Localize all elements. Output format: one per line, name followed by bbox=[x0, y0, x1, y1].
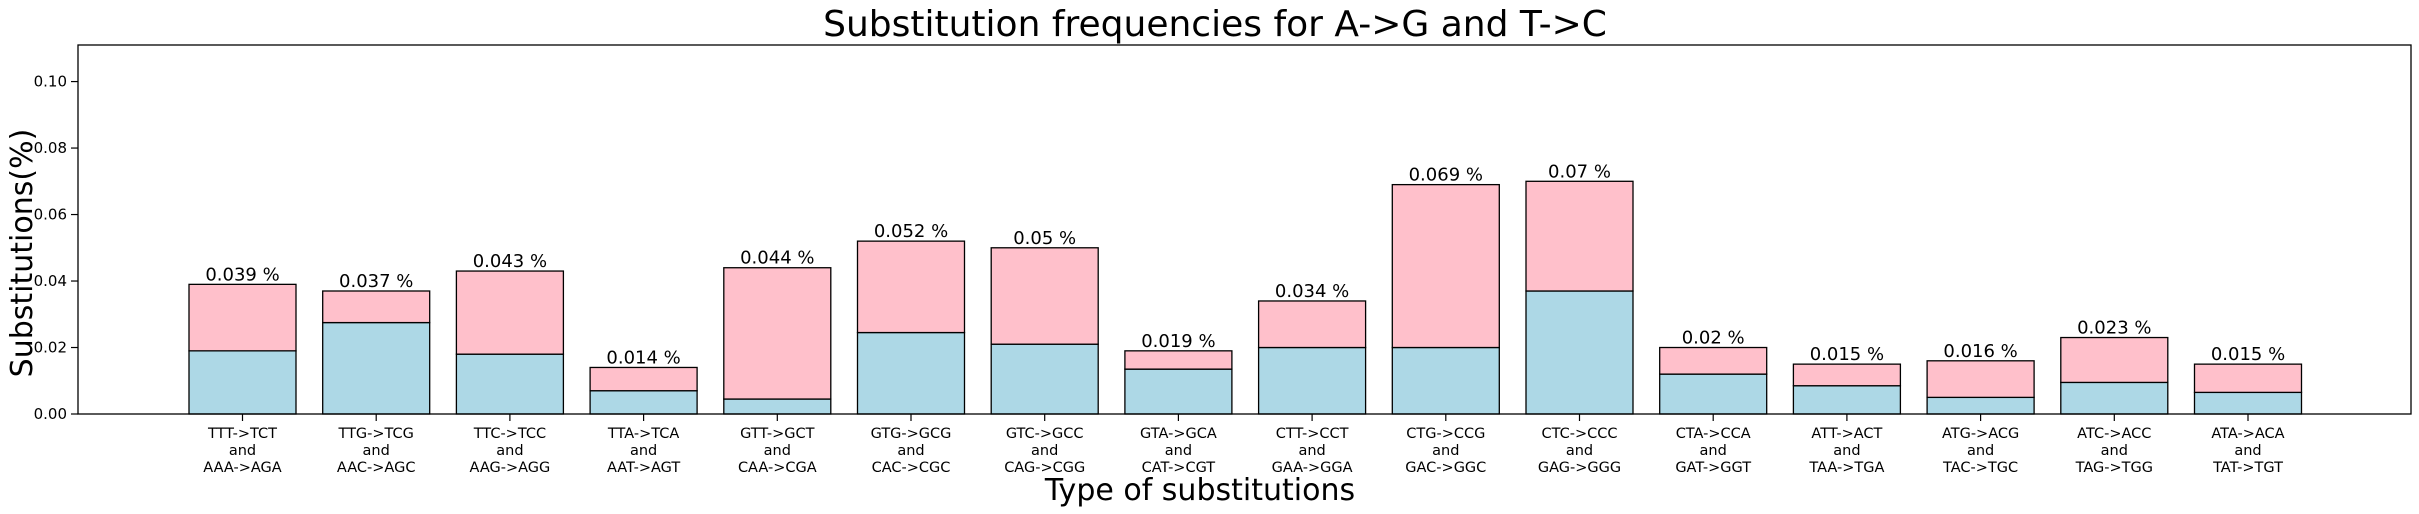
x-tick-label: TTT->TCT and AAA->AGA bbox=[203, 426, 282, 476]
bar-segment-upper bbox=[1525, 180, 1634, 292]
plot-frame bbox=[77, 44, 2412, 415]
x-tick-label: ATC->ACC and TAG->TGG bbox=[2075, 426, 2153, 476]
bar-segment-lower bbox=[1391, 346, 1500, 415]
x-tick-label: CTA->CCA and GAT->GGT bbox=[1675, 426, 1751, 476]
x-tick-label: ATA->ACA and TAT->TGT bbox=[2211, 426, 2284, 476]
y-tick-label: 0.06 bbox=[34, 206, 67, 224]
bar-segment-lower bbox=[455, 353, 565, 415]
bar-segment-lower bbox=[1124, 368, 1233, 415]
bar-segment-lower bbox=[1257, 346, 1367, 415]
bar-segment-upper bbox=[2193, 363, 2303, 394]
bar-total-label: 0.015 % bbox=[1810, 344, 1884, 365]
bar-segment-lower bbox=[1525, 290, 1634, 415]
bar-segment-upper bbox=[188, 283, 297, 352]
bar-segment-lower bbox=[188, 350, 297, 415]
x-tick-label: TTC->TCC and AAG->AGG bbox=[470, 426, 551, 476]
bar-total-label: 0.034 % bbox=[1275, 281, 1349, 302]
bar-segment-lower bbox=[990, 343, 1099, 415]
y-tick-label: 0.00 bbox=[34, 405, 67, 423]
bar-segment-upper bbox=[723, 267, 832, 400]
bar-segment-upper bbox=[455, 270, 565, 355]
bar-total-label: 0.052 % bbox=[874, 221, 948, 242]
bar-segment-lower bbox=[1792, 385, 1902, 415]
bar-segment-upper bbox=[990, 247, 1099, 345]
bar-segment-lower bbox=[589, 390, 698, 415]
bar-total-label: 0.05 % bbox=[1013, 228, 1076, 249]
y-tick-label: 0.04 bbox=[34, 272, 67, 290]
x-tick-label: CTC->CCC and GAG->GGG bbox=[1538, 426, 1621, 476]
bar-segment-upper bbox=[1926, 360, 2035, 399]
bar-total-label: 0.044 % bbox=[740, 248, 814, 269]
plot-area: 0.00 0.02 0.04 0.06 0.08 0.10 0.039 % TTT->TCT a… bbox=[34, 44, 2412, 476]
x-tick-label: GTC->GCC and CAG->CGG bbox=[1004, 426, 1085, 476]
bar-segment-upper bbox=[1391, 183, 1500, 349]
bar-segment-lower bbox=[723, 398, 832, 415]
x-tick-label: ATT->ACT and TAA->TGA bbox=[1808, 426, 1884, 476]
bar-segment-upper bbox=[1257, 300, 1367, 349]
x-tick-label: CTG->CCG and GAC->GGC bbox=[1405, 426, 1486, 476]
y-tick-label: 0.10 bbox=[34, 73, 67, 91]
bar-segment-upper bbox=[322, 290, 431, 324]
bar-total-label: 0.069 % bbox=[1409, 165, 1483, 186]
chart-title: Substitution frequencies for A->G and T-… bbox=[823, 4, 1607, 45]
bar-segment-lower bbox=[856, 331, 966, 415]
bar-total-label: 0.039 % bbox=[205, 264, 279, 285]
bar-total-label: 0.07 % bbox=[1548, 161, 1611, 182]
bar-total-label: 0.015 % bbox=[2211, 344, 2285, 365]
bar-segment-lower bbox=[322, 321, 431, 415]
bar-segment-lower bbox=[1659, 373, 1768, 415]
bar-total-label: 0.043 % bbox=[473, 251, 547, 272]
x-tick-label: GTG->GCG and CAC->CGC bbox=[871, 426, 952, 476]
x-tick-label: GTT->GCT and CAA->CGA bbox=[738, 426, 817, 476]
y-tick-label: 0.08 bbox=[34, 139, 67, 157]
bar-total-label: 0.023 % bbox=[2077, 318, 2151, 339]
x-tick-label: ATG->ACG and TAC->TGC bbox=[1942, 426, 2019, 476]
x-tick-label: TTG->TCG and AAC->AGC bbox=[337, 426, 416, 476]
x-tick-label: TTA->TCA and AAT->AGT bbox=[607, 426, 680, 476]
bar-total-label: 0.016 % bbox=[1943, 341, 2017, 362]
bar-total-label: 0.037 % bbox=[339, 271, 413, 292]
y-tick-label: 0.02 bbox=[34, 339, 67, 357]
x-axis-label: Type of substitutions bbox=[1044, 473, 1355, 508]
y-axis-label: Substitutions(%) bbox=[5, 129, 40, 378]
bar-total-label: 0.019 % bbox=[1141, 331, 1215, 352]
bar-segment-upper bbox=[1659, 346, 1768, 375]
bar-segment-upper bbox=[1792, 363, 1902, 387]
bar-segment-lower bbox=[1926, 396, 2035, 415]
bar-total-label: 0.02 % bbox=[1682, 328, 1745, 349]
x-tick-label: GTA->GCA and CAT->CGT bbox=[1140, 426, 1217, 476]
bar-segment-upper bbox=[2060, 336, 2169, 384]
bar-segment-upper bbox=[856, 240, 966, 334]
bar-total-label: 0.014 % bbox=[606, 347, 680, 368]
bar-segment-lower bbox=[2193, 391, 2303, 415]
x-tick-label: CTT->CCT and GAA->GGA bbox=[1272, 426, 1353, 476]
bar-segment-lower bbox=[2060, 381, 2169, 415]
bar-segment-upper bbox=[1124, 350, 1233, 370]
bar-segment-upper bbox=[589, 366, 698, 392]
